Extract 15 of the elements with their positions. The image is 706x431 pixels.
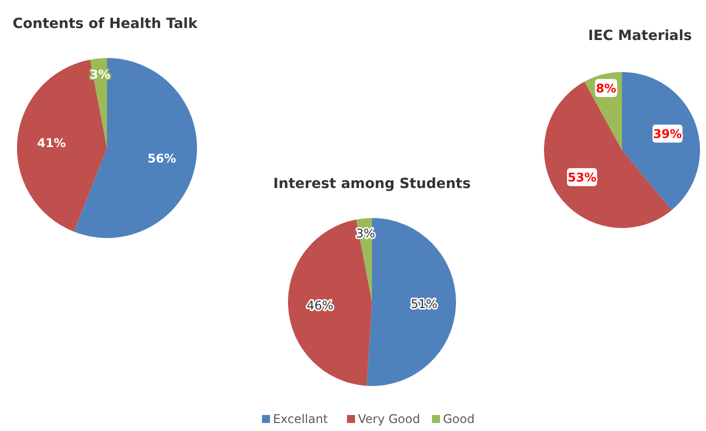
data-label: 51% — [410, 296, 438, 311]
chart-title: Interest among Students — [273, 176, 471, 192]
chart-title: IEC Materials — [588, 28, 692, 44]
data-label: 46% — [306, 298, 334, 312]
data-label: 53% — [568, 170, 596, 184]
legend-label: Excellant — [273, 412, 328, 426]
pie-slice — [74, 58, 197, 238]
chart-title: Contents of Health Talk — [12, 16, 198, 32]
data-label: 39% — [653, 126, 682, 141]
data-label: 41% — [37, 136, 66, 150]
legend-label: Very Good — [358, 412, 420, 426]
data-label: 56% — [147, 152, 176, 166]
pie-slice — [622, 72, 700, 210]
data-label: 8% — [596, 81, 616, 96]
legend-label: Good — [443, 412, 475, 426]
